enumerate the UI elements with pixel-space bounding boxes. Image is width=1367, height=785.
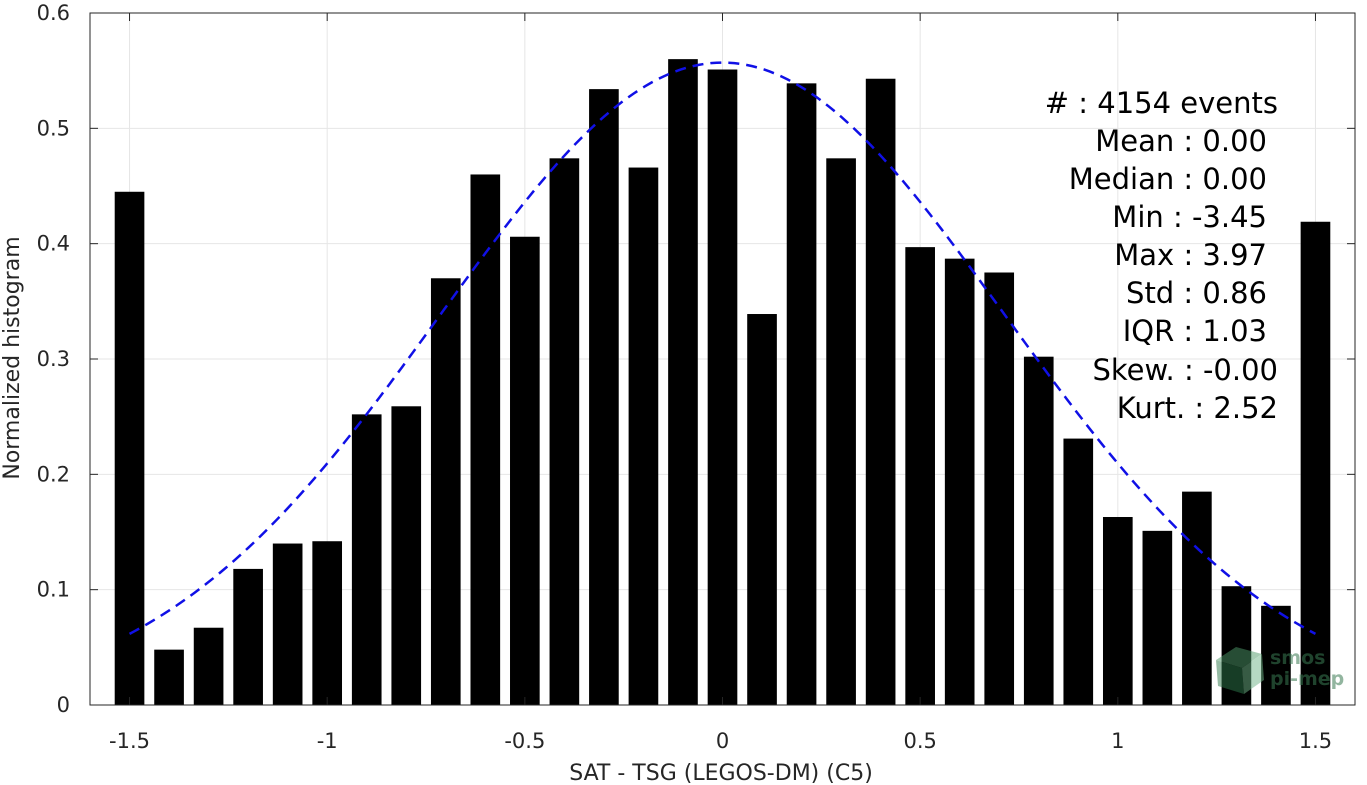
stat-kurt: Kurt. : 2.52 [1117,391,1278,425]
watermark-line2: pi-mep [1270,668,1344,690]
y-axis-label: Normalized histogram [0,236,25,479]
bar-0 [114,191,145,705]
x-tick-label: 0 [716,729,729,753]
bar-11 [549,158,580,705]
y-tick-label: 0.3 [37,347,70,371]
stat-median: Median : 0.00 [1069,162,1267,196]
y-tick-label: 0.4 [37,232,70,256]
bar-5 [312,541,343,705]
bar-21 [944,258,975,705]
bar-10 [510,236,540,705]
fit-curve-line [128,61,1317,635]
bar-16 [747,314,777,705]
y-tick-labels: 0 0.1 0.2 0.3 0.4 0.5 0.6 [37,1,70,717]
x-tick-label: -1.5 [109,729,150,753]
y-tick-label: 0.2 [37,462,70,486]
x-tick-label: 1 [1111,729,1124,753]
bar-9 [470,174,501,705]
bar-8 [430,278,461,705]
x-tick-labels: -1.5 -1 -0.5 0 0.5 1 1.5 [109,729,1332,753]
gaussian-fit [128,61,1317,635]
x-axis-label: SAT - TSG (LEGOS-DM) (C5) [569,761,873,785]
y-tick-label: 0 [57,693,70,717]
cube-logo-icon [1216,647,1264,694]
bar-15 [707,69,738,706]
y-tick-label: 0.6 [37,1,70,25]
bar-20 [905,247,935,706]
y-tick-label: 0.5 [37,116,70,140]
stat-events: # : 4154 events [1045,86,1278,120]
smos-pimep-watermark: smos pi-mep [1216,647,1344,694]
bar-25 [1102,517,1133,705]
bar-24 [1063,438,1094,705]
bar-19 [865,78,896,706]
bar-26 [1142,530,1173,705]
bar-29 [1261,605,1291,705]
bar-17 [786,83,817,705]
x-tick-label: -0.5 [504,729,545,753]
x-tick-label: -1 [317,729,338,753]
x-tick-label: 0.5 [903,729,936,753]
stat-std: Std : 0.86 [1126,276,1267,310]
stat-max: Max : 3.97 [1114,238,1267,272]
bar-6 [351,414,382,705]
watermark-line1: smos [1270,647,1325,669]
bar-18 [826,158,856,705]
bars [114,59,1331,706]
stat-skew: Skew. : -0.00 [1092,353,1278,387]
bar-22 [984,272,1015,705]
bar-12 [589,89,619,706]
bar-4 [272,543,303,705]
bar-1 [154,649,184,705]
bar-14 [668,59,698,705]
axis-ticks [90,12,1355,706]
bar-13 [628,167,659,706]
stats-box: # : 4154 events Mean : 0.00 Median : 0.0… [1045,86,1278,425]
bar-7 [391,406,422,705]
stat-mean: Mean : 0.00 [1095,124,1267,158]
stat-min: Min : -3.45 [1112,200,1267,234]
bar-30 [1300,221,1331,705]
bar-2 [193,627,224,705]
bar-3 [233,568,263,705]
x-tick-label: 1.5 [1299,729,1332,753]
bar-27 [1182,491,1212,705]
y-tick-label: 0.1 [37,578,70,602]
bar-23 [1023,356,1054,705]
stat-iqr: IQR : 1.03 [1123,314,1267,348]
